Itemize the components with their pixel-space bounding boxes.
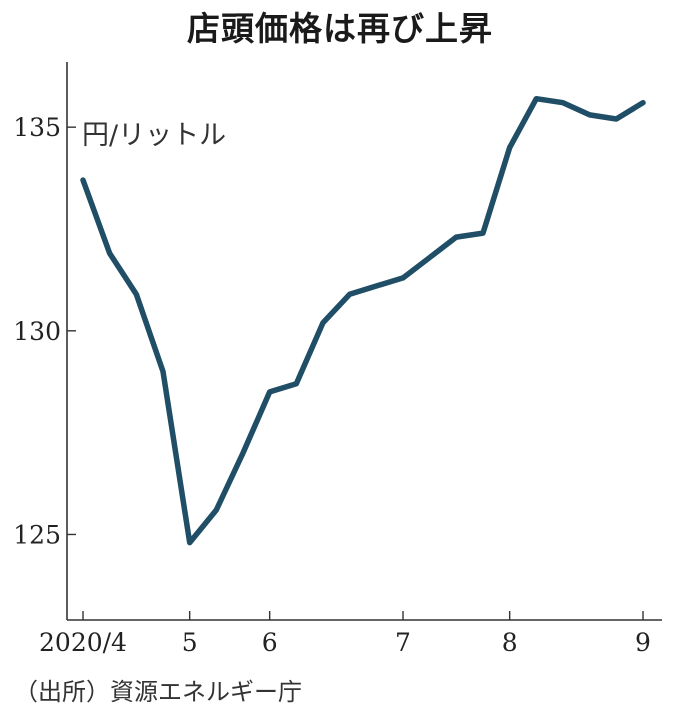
x-tick-label: 6 — [262, 628, 278, 657]
x-tick-label: 7 — [395, 628, 411, 657]
line-chart: 125 130 135 2020/4 5 6 7 8 9 — [13, 62, 662, 657]
chart-axes — [66, 62, 662, 621]
x-tick-label: 8 — [502, 628, 518, 657]
unit-label: 円/リットル — [82, 120, 227, 151]
x-tick-label: 5 — [182, 628, 198, 657]
chart-title: 店頭価格は再び上昇 — [187, 9, 493, 48]
chart-ticks: 125 130 135 2020/4 5 6 7 8 9 — [13, 113, 651, 657]
y-tick-label: 130 — [13, 317, 61, 346]
x-tick-label: 9 — [635, 628, 651, 657]
y-tick-label: 125 — [13, 520, 61, 549]
chart-series — [80, 95, 646, 546]
y-tick-label: 135 — [13, 113, 61, 142]
source-note: （出所）資源エネルギー庁 — [14, 678, 302, 706]
price-series-line — [80, 95, 646, 546]
x-tick-label: 2020/4 — [39, 628, 127, 657]
